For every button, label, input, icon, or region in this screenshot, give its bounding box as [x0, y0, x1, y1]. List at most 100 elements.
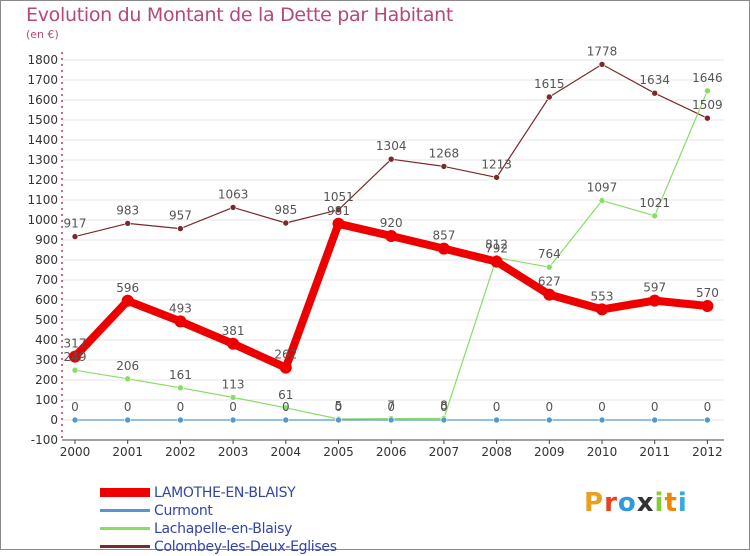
- data-label: 917: [64, 217, 87, 231]
- series-point-3: [282, 219, 290, 227]
- x-tick-label: 2000: [60, 445, 91, 459]
- data-label: 1634: [639, 73, 670, 87]
- legend-swatch: [100, 488, 150, 497]
- legend-swatch: [100, 509, 150, 512]
- data-label: 920: [380, 216, 403, 230]
- data-label: 596: [116, 281, 139, 295]
- series-point-2: [282, 404, 290, 412]
- series-point-0: [227, 337, 240, 350]
- data-label: 0: [177, 400, 185, 414]
- x-tick-label: 2008: [481, 445, 512, 459]
- series-point-1: [440, 416, 448, 424]
- legend-item: Colombey-les-Deux-Eglises: [100, 538, 430, 556]
- data-label: 1778: [587, 44, 618, 58]
- data-label: 1509: [692, 98, 723, 112]
- y-tick-label: 1200: [27, 173, 58, 187]
- data-label: 1063: [218, 187, 249, 201]
- y-tick-label: 800: [35, 253, 58, 267]
- data-label: 0: [493, 400, 501, 414]
- series-point-0: [121, 294, 134, 307]
- brand-logo: Proxiti: [584, 488, 688, 518]
- series-point-2: [598, 197, 606, 204]
- data-label: 0: [704, 400, 712, 414]
- chart-unit-label: (en €): [26, 28, 59, 41]
- legend-item: Curmont: [100, 502, 430, 520]
- data-label: 570: [696, 286, 719, 300]
- y-tick-label: 1100: [27, 193, 58, 207]
- data-label: 1021: [639, 196, 670, 210]
- series-point-1: [651, 416, 659, 424]
- data-label: 764: [538, 247, 561, 261]
- legend-item: LAMOTHE-EN-BLAISY: [100, 484, 430, 502]
- legend-swatch: [100, 527, 150, 530]
- legend-swatch: [100, 545, 150, 548]
- data-label: 0: [440, 400, 448, 414]
- x-tick-label: 2009: [534, 445, 565, 459]
- legend: LAMOTHE-EN-BLAISY Curmont Lachapelle-en-Bl…: [100, 484, 430, 556]
- x-tick-label: 2003: [218, 445, 249, 459]
- series-point-2: [651, 212, 659, 220]
- x-tick-label: 2011: [639, 445, 670, 459]
- series-point-3: [71, 233, 79, 240]
- data-label: 0: [229, 400, 237, 414]
- data-label: 0: [71, 400, 79, 414]
- series-point-1: [177, 416, 184, 424]
- data-label: 985: [274, 203, 297, 217]
- brand-letter: i: [654, 488, 665, 518]
- y-tick-label: 700: [35, 273, 58, 287]
- data-label: 161: [169, 368, 192, 382]
- y-tick-label: 400: [35, 333, 58, 347]
- data-label: 983: [116, 203, 139, 217]
- series-point-2: [177, 384, 184, 392]
- data-label: 493: [169, 301, 192, 315]
- data-label: 981: [327, 204, 350, 218]
- x-tick-label: 2001: [112, 445, 143, 459]
- series-point-3: [440, 163, 448, 170]
- data-label: 7: [387, 399, 395, 413]
- data-label: 0: [335, 400, 343, 414]
- series-point-0: [174, 315, 187, 328]
- series-point-1: [704, 416, 711, 424]
- plot-background: [62, 52, 724, 440]
- data-label: 1646: [692, 71, 723, 85]
- y-tick-label: 500: [35, 313, 58, 327]
- y-tick-label: 300: [35, 353, 58, 367]
- y-tick-label: -100: [31, 433, 58, 447]
- y-tick-label: 1500: [27, 113, 58, 127]
- data-label: 857: [432, 229, 455, 243]
- data-label: 553: [591, 289, 614, 303]
- chart-title: Evolution du Montant de la Dette par Hab…: [26, 4, 454, 26]
- series-point-1: [493, 416, 500, 424]
- x-tick-label: 2002: [165, 445, 196, 459]
- x-tick-label: 2012: [692, 445, 723, 459]
- data-label: 1268: [429, 146, 460, 160]
- brand-letter: r: [604, 488, 618, 518]
- x-tick-label: 2010: [587, 445, 618, 459]
- series-point-1: [71, 416, 79, 424]
- series-point-1: [124, 416, 131, 424]
- series-point-1: [598, 416, 606, 424]
- x-tick-label: 2005: [323, 445, 354, 459]
- data-label: 262: [274, 348, 297, 362]
- brand-letter: P: [584, 488, 605, 518]
- series-point-2: [545, 263, 553, 271]
- series-point-2: [124, 375, 131, 383]
- series-point-2: [71, 366, 79, 374]
- series-point-3: [545, 93, 553, 101]
- y-tick-label: 1600: [27, 93, 58, 107]
- y-tick-label: 1000: [27, 213, 58, 227]
- series-point-1: [387, 416, 395, 424]
- series-point-3: [651, 89, 659, 97]
- data-label: 0: [387, 400, 395, 414]
- series-point-2: [704, 87, 711, 95]
- x-tick-label: 2006: [376, 445, 407, 459]
- brand-letter: o: [617, 488, 637, 518]
- legend-label: Lachapelle-en-Blaisy: [154, 521, 293, 537]
- series-point-3: [598, 61, 606, 68]
- data-label: 957: [169, 209, 192, 223]
- data-label: 61: [278, 388, 293, 402]
- data-label: 1097: [587, 181, 618, 195]
- data-label: 206: [116, 359, 139, 373]
- series-point-1: [335, 416, 342, 424]
- series-point-2: [229, 394, 237, 401]
